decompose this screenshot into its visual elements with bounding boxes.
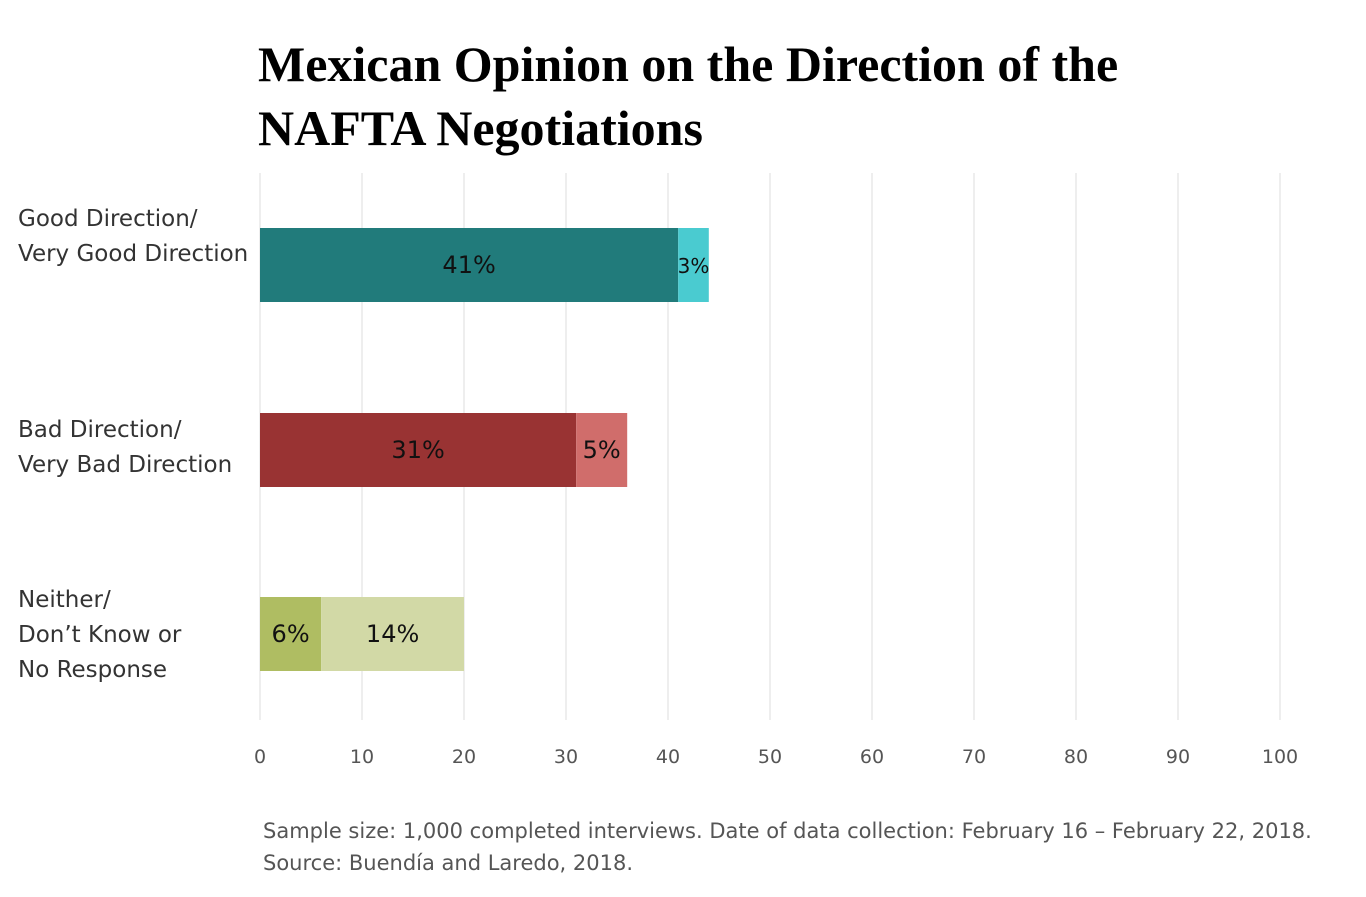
data-label: 5% <box>583 436 621 464</box>
x-tick-label: 70 <box>962 746 986 768</box>
x-tick-label: 40 <box>656 746 680 768</box>
category-label-bad: Bad Direction/ Very Bad Direction <box>18 417 233 478</box>
x-tick-label: 50 <box>758 746 782 768</box>
x-tick-label: 30 <box>554 746 578 768</box>
bar-segment <box>678 228 709 302</box>
x-tick-label: 20 <box>452 746 476 768</box>
chart-title: Mexican Opinion on the Direction of the … <box>258 36 1119 156</box>
x-tick-label: 90 <box>1166 746 1190 768</box>
bar-segment <box>260 228 679 302</box>
footnote-sample: Sample size: 1,000 completed interviews.… <box>263 819 1312 843</box>
bar-segment <box>321 597 464 671</box>
footnote-source: Source: Buendía and Laredo, 2018. <box>263 851 634 875</box>
x-tick-label: 0 <box>254 746 266 768</box>
x-tick-label: 10 <box>350 746 374 768</box>
footnote: Sample size: 1,000 completed interviews.… <box>263 815 1312 879</box>
bar-segment <box>576 413 628 487</box>
x-tick-label: 80 <box>1064 746 1088 768</box>
data-label: 3% <box>678 254 710 278</box>
category-label-good: Good Direction/ Very Good Direction <box>18 206 249 267</box>
data-label: 6% <box>272 620 310 648</box>
bar-segment <box>260 413 577 487</box>
bar-segment <box>260 597 322 671</box>
data-label: 14% <box>366 620 419 648</box>
x-tick-label: 100 <box>1262 746 1298 768</box>
data-label: 31% <box>391 436 444 464</box>
data-label: 41% <box>442 251 495 279</box>
category-label-neither: Neither/ Don’t Know or No Response <box>18 587 182 683</box>
x-tick-label: 60 <box>860 746 884 768</box>
